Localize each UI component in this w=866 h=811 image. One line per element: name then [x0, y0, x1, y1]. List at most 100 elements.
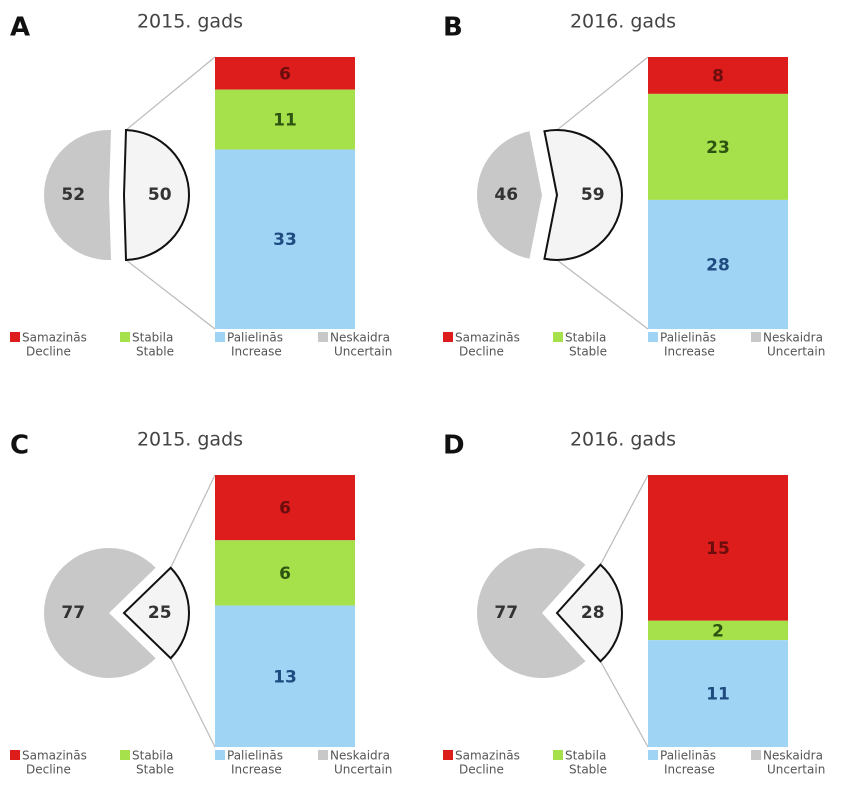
bar-value: 11	[273, 111, 297, 131]
bar-value: 2	[712, 621, 724, 641]
connector	[599, 661, 649, 748]
bar-segment	[215, 475, 355, 541]
pie-slice	[477, 548, 586, 678]
legend-swatch	[648, 332, 658, 342]
pie-slice	[122, 128, 190, 262]
legend-swatch	[10, 332, 20, 342]
legend-label: Stable	[136, 763, 174, 777]
panel-label: D	[443, 431, 465, 461]
pie-slice	[44, 548, 156, 678]
legend-label: Decline	[459, 763, 504, 777]
legend-label: Palielinās	[660, 331, 716, 345]
pie-value: 77	[61, 603, 85, 623]
legend-label: Stable	[569, 763, 607, 777]
bar-segment	[648, 93, 788, 200]
pie-value: 25	[148, 603, 172, 623]
bar-value: 6	[279, 564, 291, 584]
legend-swatch	[443, 750, 453, 760]
pie-value: 46	[494, 185, 518, 205]
bar-segment	[648, 640, 788, 747]
pie-value: 77	[494, 603, 518, 623]
legend-label: Stabila	[565, 331, 606, 345]
legend-label: Decline	[459, 345, 504, 359]
legend-swatch	[215, 750, 225, 760]
panel-label: A	[10, 13, 30, 43]
pie-slice	[543, 129, 623, 261]
legend-label: Decline	[26, 345, 71, 359]
chart-title: 2015. gads	[137, 429, 243, 451]
pie-value: 52	[61, 185, 85, 205]
legend-label: Increase	[231, 345, 282, 359]
legend-swatch	[751, 332, 761, 342]
connector	[170, 657, 216, 748]
legend-label: Samazinās	[455, 749, 520, 763]
legend-label: Stabila	[132, 331, 173, 345]
pie-slice	[44, 130, 112, 260]
bar-value: 33	[273, 230, 297, 250]
bar-value: 23	[706, 138, 730, 158]
legend-swatch	[751, 750, 761, 760]
legend-label: Uncertain	[334, 763, 392, 777]
legend-swatch	[648, 750, 658, 760]
pie-value: 28	[581, 603, 605, 623]
pie-slice	[555, 563, 623, 663]
bar-segment	[648, 475, 788, 621]
pie-value: 50	[148, 185, 172, 205]
connector	[125, 56, 216, 131]
legend-swatch	[318, 332, 328, 342]
legend-label: Increase	[664, 763, 715, 777]
bar-value: 6	[279, 64, 291, 84]
panel-label: B	[443, 13, 463, 43]
chart-title: 2015. gads	[137, 11, 243, 33]
bar-segment	[215, 605, 355, 747]
bar-segment	[215, 89, 355, 150]
legend-label: Uncertain	[767, 763, 825, 777]
connector	[125, 259, 216, 330]
legend-label: Palielinās	[660, 749, 716, 763]
bar-segment	[648, 57, 788, 94]
legend-label: Stabila	[565, 749, 606, 763]
legend-label: Stable	[569, 345, 607, 359]
connector	[170, 474, 216, 569]
legend-label: Samazinās	[455, 331, 520, 345]
chart-title: 2016. gads	[570, 11, 676, 33]
connector	[556, 259, 649, 330]
bar-segment	[215, 149, 355, 329]
bar-value: 15	[706, 539, 730, 559]
legend-swatch	[10, 750, 20, 760]
legend-swatch	[120, 332, 130, 342]
legend-swatch	[553, 750, 563, 760]
pie-slice	[477, 131, 542, 259]
legend-label: Neskaidra	[763, 331, 823, 345]
bar-value: 13	[273, 667, 297, 687]
legend-label: Samazinās	[22, 331, 87, 345]
legend-swatch	[215, 332, 225, 342]
bar-segment	[215, 540, 355, 606]
legend-swatch	[120, 750, 130, 760]
legend-label: Increase	[231, 763, 282, 777]
bar-value: 11	[706, 685, 730, 705]
legend-label: Samazinās	[22, 749, 87, 763]
bar-value: 6	[279, 499, 291, 519]
bar-segment	[215, 57, 355, 90]
bar-segment	[648, 620, 788, 641]
legend-label: Stabila	[132, 749, 173, 763]
legend-swatch	[318, 750, 328, 760]
legend-label: Stable	[136, 345, 174, 359]
legend-swatch	[553, 332, 563, 342]
pie-value: 59	[581, 185, 605, 205]
chart-title: 2016. gads	[570, 429, 676, 451]
legend-label: Neskaidra	[763, 749, 823, 763]
legend-label: Decline	[26, 763, 71, 777]
legend-label: Uncertain	[767, 345, 825, 359]
connector	[556, 56, 649, 131]
connector	[599, 474, 649, 565]
legend-label: Uncertain	[334, 345, 392, 359]
legend-label: Neskaidra	[330, 331, 390, 345]
legend-label: Increase	[664, 345, 715, 359]
